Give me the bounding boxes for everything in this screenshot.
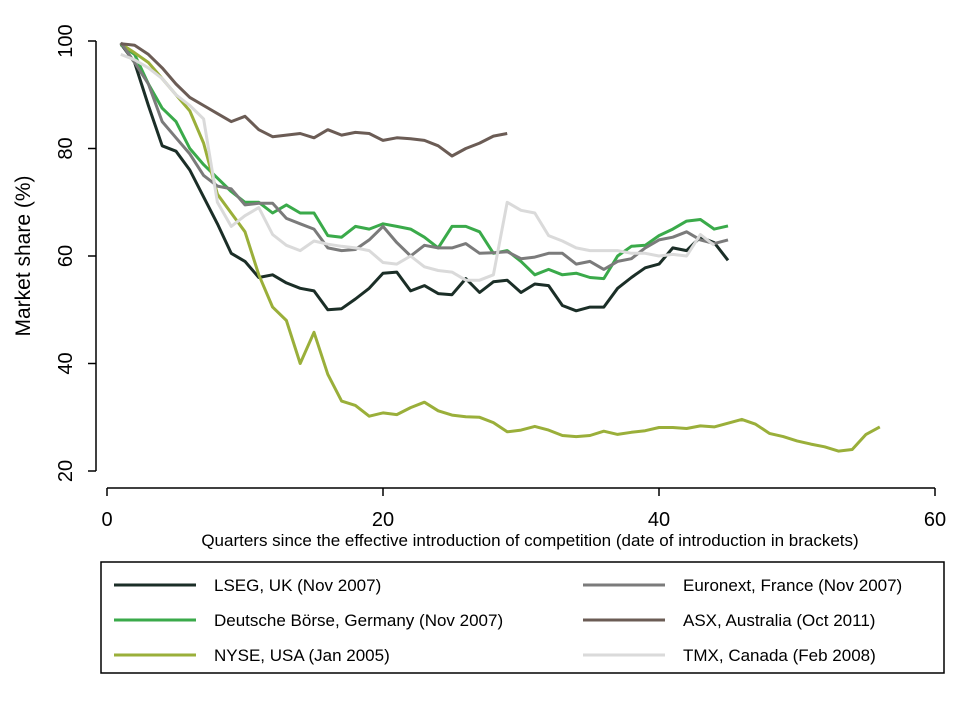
x-tick-label: 40 — [648, 509, 670, 531]
x-tick-label: 20 — [372, 509, 394, 531]
series-line-5 — [120, 42, 508, 158]
plot-area — [119, 41, 881, 453]
legend: LSEG, UK (Nov 2007) Euronext, France (Nov… — [114, 576, 902, 665]
series-line-3 — [119, 42, 881, 453]
legend-label: ASX, Australia (Oct 2011) — [683, 611, 875, 630]
legend-label: LSEG, UK (Nov 2007) — [214, 576, 381, 595]
y-tick-label: 60 — [55, 245, 77, 267]
y-tick-label: 80 — [55, 137, 77, 159]
x-axis-title: Quarters since the effective introductio… — [201, 531, 858, 550]
series-line-1 — [119, 42, 730, 313]
x-axis-ticks: 0 20 40 60 — [101, 488, 946, 531]
y-tick-label: 100 — [55, 24, 77, 57]
y-tick-label: 40 — [55, 352, 77, 374]
y-axis-title: Market share (%) — [12, 175, 35, 336]
y-axis-ticks: 20 40 60 80 100 — [55, 24, 96, 482]
legend-label: Euronext, France (Nov 2007) — [683, 576, 902, 595]
series-line-4 — [119, 41, 729, 271]
x-tick-label: 60 — [924, 509, 946, 531]
y-tick-label: 20 — [55, 460, 77, 482]
series-line-6 — [120, 53, 716, 282]
series-line-2 — [119, 43, 729, 281]
legend-label: Deutsche Börse, Germany (Nov 2007) — [214, 611, 503, 630]
legend-label: TMX, Canada (Feb 2008) — [683, 646, 876, 665]
x-tick-label: 0 — [101, 509, 112, 531]
axes: 0 20 40 60 20 40 60 80 100 — [55, 24, 946, 531]
legend-box — [100, 561, 945, 674]
legend-label: NYSE, USA (Jan 2005) — [214, 646, 390, 665]
